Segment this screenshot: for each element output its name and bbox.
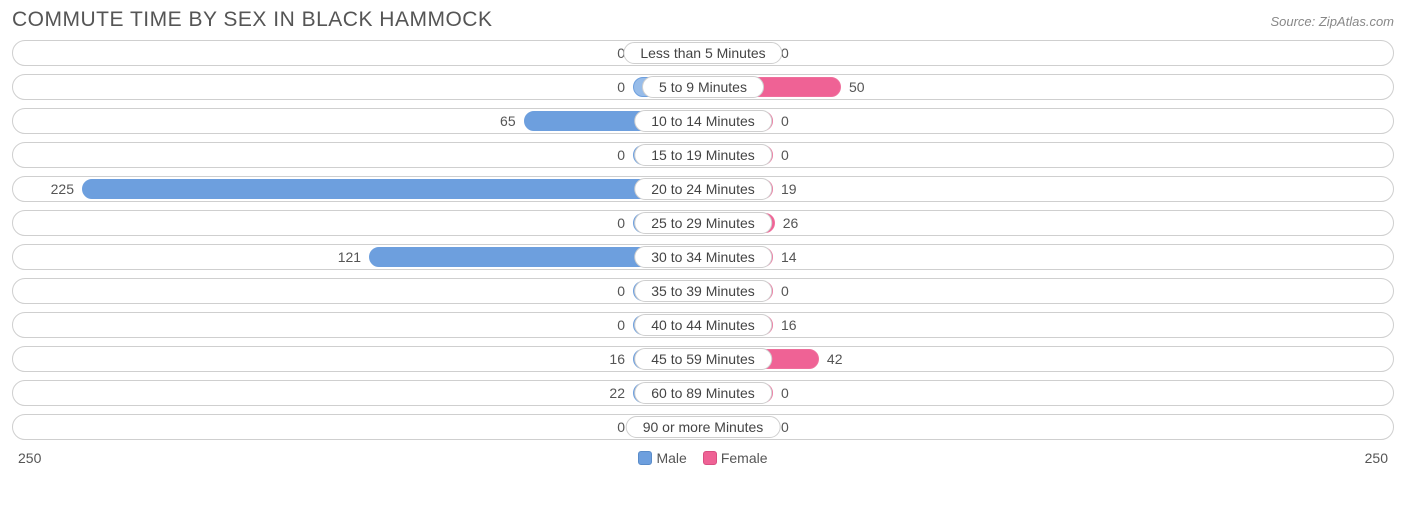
chart-row: 225 19 20 to 24 Minutes — [12, 176, 1394, 202]
female-swatch-icon — [703, 451, 717, 465]
category-label: 30 to 34 Minutes — [634, 246, 772, 268]
female-value: 0 — [781, 113, 789, 129]
male-value: 65 — [500, 113, 516, 129]
male-value: 0 — [617, 419, 625, 435]
category-label: 40 to 44 Minutes — [634, 314, 772, 336]
male-swatch-icon — [638, 451, 652, 465]
legend-item-male: Male — [638, 450, 686, 466]
male-value: 22 — [609, 385, 625, 401]
female-value: 14 — [781, 249, 797, 265]
female-value: 0 — [781, 419, 789, 435]
chart-row: 0 0 35 to 39 Minutes — [12, 278, 1394, 304]
male-value: 16 — [609, 351, 625, 367]
category-label: 45 to 59 Minutes — [634, 348, 772, 370]
category-label: Less than 5 Minutes — [623, 42, 782, 64]
chart-row: 16 42 45 to 59 Minutes — [12, 346, 1394, 372]
legend-male-label: Male — [656, 450, 686, 466]
male-value: 225 — [51, 181, 74, 197]
chart-row: 121 14 30 to 34 Minutes — [12, 244, 1394, 270]
chart-source: Source: ZipAtlas.com — [1270, 14, 1394, 29]
female-value: 0 — [781, 147, 789, 163]
female-value: 0 — [781, 385, 789, 401]
chart-row: 0 090 or more Minutes — [12, 414, 1394, 440]
category-label: 10 to 14 Minutes — [634, 110, 772, 132]
female-value: 19 — [781, 181, 797, 197]
diverging-bar-chart: 00Less than 5 Minutes0505 to 9 Minutes65… — [12, 40, 1394, 440]
male-value: 0 — [617, 147, 625, 163]
legend: Male Female — [638, 450, 767, 466]
male-value: 0 — [617, 79, 625, 95]
female-value: 26 — [783, 215, 799, 231]
male-bar — [82, 179, 703, 199]
chart-row: 0 26 25 to 29 Minutes — [12, 210, 1394, 236]
category-label: 60 to 89 Minutes — [634, 382, 772, 404]
axis-max-left: 250 — [18, 450, 41, 466]
axis-max-right: 250 — [1365, 450, 1388, 466]
female-value: 16 — [781, 317, 797, 333]
chart-footer: 250 Male Female 250 — [12, 448, 1394, 466]
female-value: 42 — [827, 351, 843, 367]
male-value: 0 — [617, 283, 625, 299]
male-value: 0 — [617, 317, 625, 333]
category-label: 35 to 39 Minutes — [634, 280, 772, 302]
female-value: 0 — [781, 283, 789, 299]
category-label: 20 to 24 Minutes — [634, 178, 772, 200]
chart-row: 65 0 10 to 14 Minutes — [12, 108, 1394, 134]
male-value: 0 — [617, 215, 625, 231]
chart-title: COMMUTE TIME BY SEX IN BLACK HAMMOCK — [12, 8, 492, 32]
legend-item-female: Female — [703, 450, 768, 466]
male-value: 121 — [338, 249, 361, 265]
chart-row: 0 0 15 to 19 Minutes — [12, 142, 1394, 168]
category-label: 5 to 9 Minutes — [642, 76, 764, 98]
chart-header: COMMUTE TIME BY SEX IN BLACK HAMMOCK Sou… — [12, 8, 1394, 32]
legend-female-label: Female — [721, 450, 768, 466]
category-label: 15 to 19 Minutes — [634, 144, 772, 166]
chart-row: 0 50 5 to 9 Minutes — [12, 74, 1394, 100]
chart-row: 22 0 60 to 89 Minutes — [12, 380, 1394, 406]
chart-row: 00Less than 5 Minutes — [12, 40, 1394, 66]
category-label: 90 or more Minutes — [626, 416, 781, 438]
female-value: 50 — [849, 79, 865, 95]
chart-row: 0 16 40 to 44 Minutes — [12, 312, 1394, 338]
category-label: 25 to 29 Minutes — [634, 212, 772, 234]
